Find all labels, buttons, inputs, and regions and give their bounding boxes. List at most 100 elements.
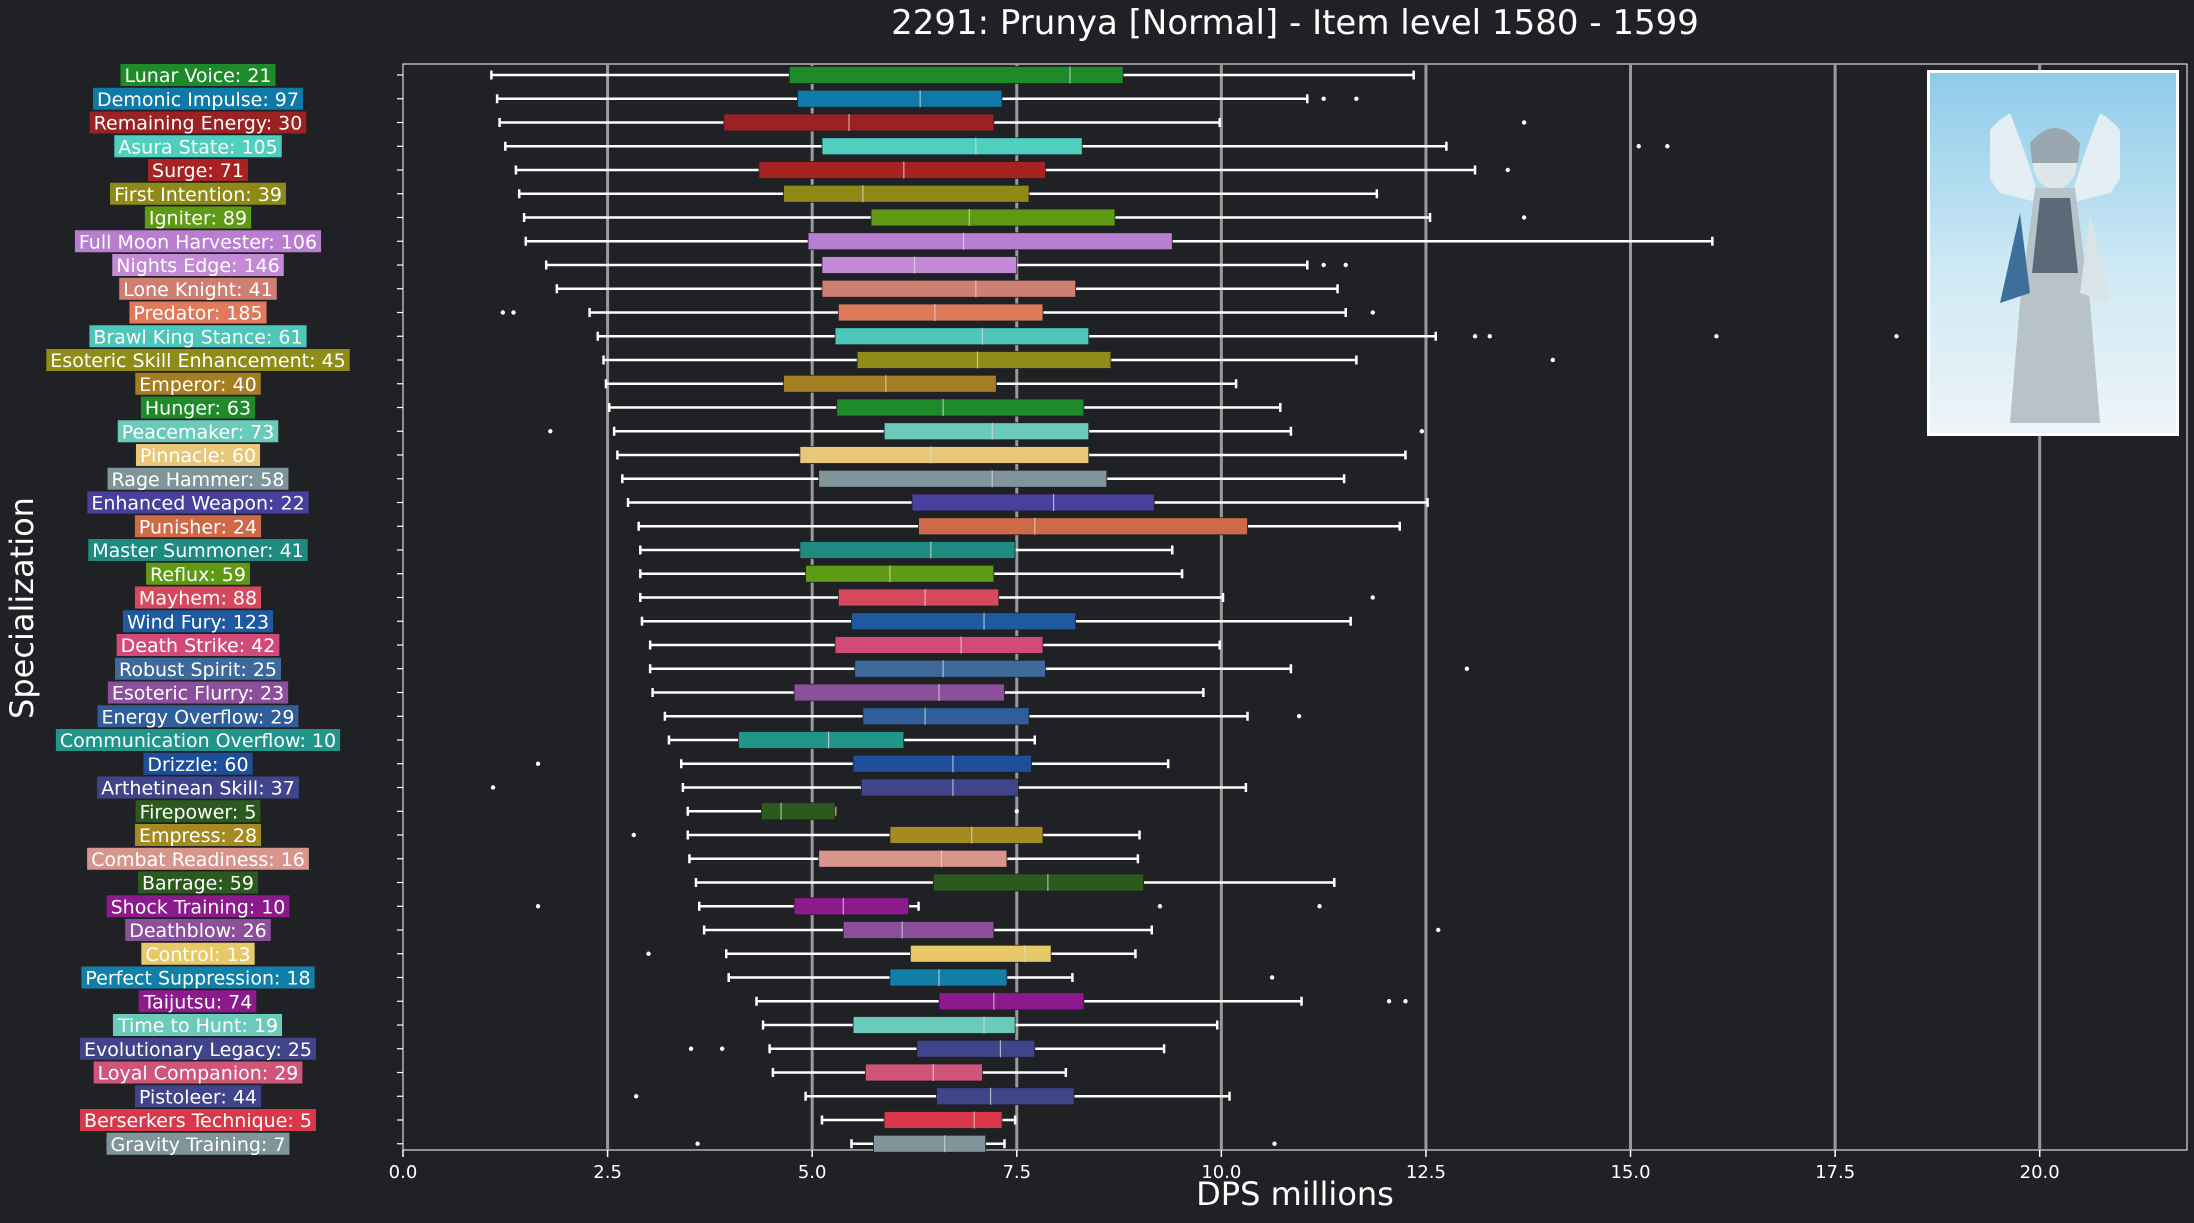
category-label: Enhanced Weapon: 22 <box>91 493 304 515</box>
outlier-point <box>1317 904 1322 909</box>
outlier-point <box>1272 1141 1277 1146</box>
outlier-point <box>1296 714 1302 719</box>
category-label: Time to Hunt: 19 <box>117 1015 278 1037</box>
outlier-point <box>548 429 553 434</box>
category-label-background <box>112 1014 283 1036</box>
box <box>864 1063 983 1082</box>
category-label: Full Moon Harvester: 106 <box>79 231 317 253</box>
category-label: Communication Overflow: 10 <box>60 730 336 752</box>
box <box>851 612 1077 631</box>
category-label-background <box>110 182 286 205</box>
x-tick-label: 20.0 <box>2020 1162 2060 1183</box>
category-label-background <box>55 729 341 751</box>
category-label: Hunger: 63 <box>145 398 251 420</box>
outlier-point <box>1269 975 1275 980</box>
box <box>909 944 1052 963</box>
outlier-point <box>646 951 651 956</box>
box <box>860 778 1019 797</box>
category-label: Empress: 28 <box>139 825 257 847</box>
category-label: Master Summoner: 41 <box>92 540 304 562</box>
category-label-background <box>89 111 307 134</box>
box <box>799 541 1016 559</box>
box <box>821 256 1018 274</box>
category-label-background <box>80 1109 316 1131</box>
category-label-background <box>107 467 289 490</box>
category-label-background <box>80 1037 316 1060</box>
box <box>883 422 1090 441</box>
box <box>818 849 1008 868</box>
category-label-background <box>93 1061 303 1084</box>
category-label: Punisher: 24 <box>139 516 257 538</box>
category-label-background <box>93 87 303 110</box>
category-label: Nights Edge: 146 <box>116 255 280 277</box>
box <box>797 89 1003 108</box>
box <box>807 232 1173 251</box>
category-label-background <box>135 444 261 466</box>
box <box>854 659 1046 678</box>
outlier-point <box>1521 215 1527 220</box>
box <box>821 137 1083 156</box>
outlier-point <box>688 1046 694 1051</box>
outlier-point <box>535 761 541 766</box>
category-label-background <box>148 159 248 181</box>
x-tick-label: 5.0 <box>798 1162 827 1183</box>
category-label-background <box>138 990 257 1013</box>
x-tick-label: 7.5 <box>1002 1162 1031 1183</box>
outlier-point <box>1419 429 1425 434</box>
box <box>856 351 1112 369</box>
category-label-background <box>87 491 309 514</box>
category-label: Lone Knight: 41 <box>123 279 273 301</box>
box <box>916 1039 1036 1058</box>
character-portrait-image <box>1927 70 2179 436</box>
box <box>936 1087 1075 1106</box>
box <box>862 707 1030 726</box>
outlier-point <box>1370 595 1375 600</box>
category-label-background <box>112 254 284 276</box>
category-label: Evolutionary Legacy: 25 <box>84 1039 312 1061</box>
outlier-point <box>1472 334 1478 339</box>
category-label-background <box>89 325 307 348</box>
outlier-point <box>511 310 516 315</box>
box <box>758 161 1046 179</box>
box <box>793 683 1005 702</box>
category-label: Wind Fury: 123 <box>127 611 269 633</box>
category-label-background <box>122 610 274 633</box>
category-label-background <box>114 135 282 158</box>
category-label-background <box>97 705 299 728</box>
box <box>911 493 1155 512</box>
category-label: Combat Readiness: 16 <box>91 849 305 871</box>
category-label-background <box>120 64 276 86</box>
category-label: Pinnacle: 60 <box>140 445 256 467</box>
outlier-point <box>695 1141 700 1146</box>
outlier-point <box>1714 334 1719 339</box>
outlier-point <box>1665 144 1670 149</box>
box <box>870 208 1116 227</box>
category-label-background <box>134 586 262 609</box>
box <box>788 66 1124 84</box>
box <box>852 754 1032 773</box>
box <box>837 588 1000 607</box>
category-label-background <box>134 824 262 846</box>
category-label: Emperor: 40 <box>139 374 256 396</box>
category-label-background <box>119 277 277 300</box>
box <box>783 374 997 393</box>
category-label: Perfect Suppression: 18 <box>85 968 310 990</box>
category-label: Reflux: 59 <box>150 564 246 586</box>
box <box>873 1134 987 1153</box>
category-label: Brawl King Stance: 61 <box>93 326 302 348</box>
category-label: Peacemaker: 73 <box>122 421 275 443</box>
category-label-background <box>106 1132 290 1155</box>
category-label-background <box>114 657 282 680</box>
category-label-background <box>146 562 250 585</box>
category-label-background <box>141 942 255 965</box>
box <box>889 968 1008 987</box>
plot-area <box>402 63 2188 1151</box>
box <box>883 1111 1003 1129</box>
category-label: Firepower: 5 <box>140 801 257 823</box>
outlier-point <box>535 904 541 909</box>
category-label-background <box>46 349 350 371</box>
box <box>799 446 1090 464</box>
outlier-point <box>1487 334 1492 339</box>
category-label: Control: 13 <box>145 944 250 966</box>
